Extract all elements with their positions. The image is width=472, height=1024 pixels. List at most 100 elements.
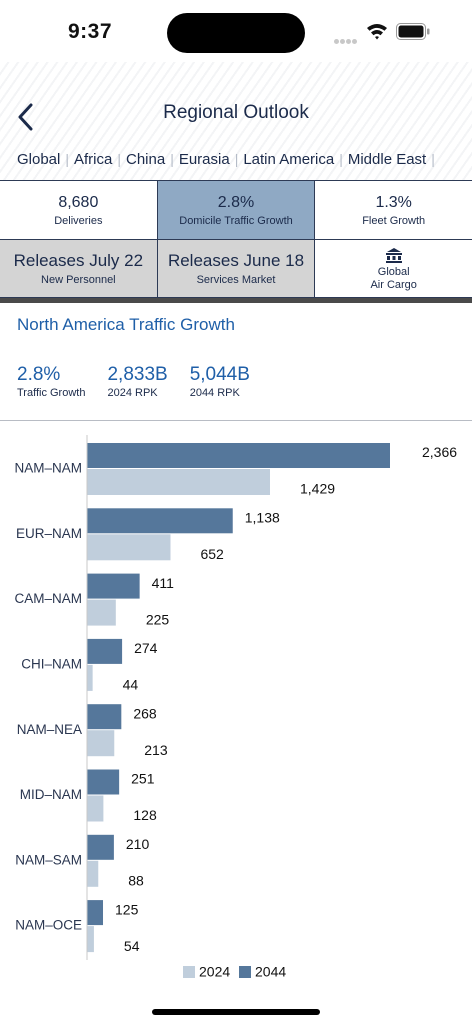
bar-2024	[87, 730, 115, 757]
domicile-traffic-growth-label: Domicile Traffic Growth	[179, 214, 293, 227]
tab-latin-america[interactable]: Latin America	[243, 151, 335, 168]
cargo-icon	[385, 247, 402, 263]
data-label-2024: 1,429	[300, 481, 335, 497]
data-label-2044: 210	[126, 836, 150, 852]
bar-2044	[87, 508, 233, 534]
rpk-2044-label: 2044 RPK	[189, 387, 240, 399]
battery-icon	[396, 23, 430, 40]
metrics-row: Releases July 22 New Personnel Releases …	[0, 239, 472, 298]
bar-2044	[87, 443, 390, 468]
legend-swatch	[239, 966, 251, 978]
category-label: CAM–NAM	[14, 591, 82, 606]
rpk-2024-value: 2,833B	[107, 364, 168, 385]
traffic-bar-chart: 2,366 1,429 NAM–NAM 1,138 652 EUR–NAM 411 225 CA…	[0, 425, 472, 995]
domicile-traffic-growth-value: 2.8%	[217, 193, 255, 211]
tab-separator: |	[339, 151, 343, 167]
bar-2044	[87, 638, 123, 664]
deliveries-cell[interactable]: 8,680 Deliveries	[0, 181, 158, 239]
chart-svg: 2,366 1,429 NAM–NAM 1,138 652 EUR–NAM 411 225 CA…	[14, 435, 457, 980]
deliveries-value: 8,680	[58, 193, 99, 211]
data-label-2024: 652	[200, 546, 224, 562]
tab-separator: |	[234, 151, 239, 167]
back-button[interactable]	[12, 100, 38, 134]
services-market-cell[interactable]: Releases June 18 Services Market	[157, 240, 316, 297]
home-indicator	[152, 1009, 320, 1015]
category-label: CHI–NAM	[21, 656, 82, 671]
header: Regional Outlook Global | Africa | China | Eur…	[0, 62, 472, 180]
category-label: NAM–SAM	[15, 852, 82, 867]
deliveries-label: Deliveries	[54, 214, 103, 227]
data-label-2024: 54	[124, 938, 140, 954]
global-air-cargo-line1: Global	[377, 265, 410, 278]
fleet-growth-label: Fleet Growth	[362, 214, 426, 227]
category-label: NAM–NEA	[17, 722, 82, 737]
bar-2024	[87, 469, 271, 495]
signal-icon	[334, 31, 358, 49]
new-personnel-value: Releases July 22	[13, 251, 144, 270]
bar-2044	[87, 900, 104, 926]
bar-2044	[87, 834, 114, 860]
status-time: 9:37	[68, 20, 113, 43]
traffic-stats: 2.8% Traffic Growth 2,833B 2024 RPK 5,04…	[17, 364, 272, 399]
data-label-2024: 213	[144, 742, 168, 758]
data-label-2044: 125	[115, 901, 139, 917]
traffic-growth-value: 2.8%	[17, 364, 61, 385]
global-air-cargo-line2: Air Cargo	[370, 278, 417, 291]
bar-2044	[87, 704, 122, 730]
data-label-2044: 274	[134, 640, 158, 656]
data-label-2024: 128	[133, 807, 157, 823]
tab-separator: |	[117, 151, 121, 167]
legend-label: 2024	[199, 964, 230, 980]
tab-china[interactable]: China	[125, 151, 166, 168]
section-divider	[0, 298, 472, 303]
bar-2024	[87, 664, 93, 691]
category-label: NAM–OCE	[15, 918, 82, 933]
tab-separator: |	[65, 151, 69, 167]
bar-2044	[87, 769, 120, 795]
tab-global[interactable]: Global	[17, 151, 61, 168]
data-label-2044: 1,138	[245, 510, 280, 526]
section-title: North America Traffic Growth	[17, 315, 235, 334]
services-market-label: Services Market	[196, 274, 276, 286]
category-label: EUR–NAM	[16, 526, 82, 541]
chart-divider	[0, 420, 472, 421]
data-label-2024: 88	[128, 873, 144, 889]
legend-label: 2044	[255, 964, 286, 980]
status-bar: 9:37	[0, 0, 472, 62]
rpk-2024-stat: 2,833B 2024 RPK	[107, 364, 167, 399]
metrics-grid: 8,680 Deliveries 2.8% Domicile Traffic G…	[0, 180, 472, 298]
traffic-growth-stat: 2.8% Traffic Growth	[17, 364, 85, 399]
rpk-2044-stat: 5,044B 2044 RPK	[190, 364, 250, 399]
category-label: MID–NAM	[20, 787, 82, 802]
fleet-growth-cell[interactable]: 1.3% Fleet Growth	[315, 181, 472, 239]
bar-2044	[87, 573, 140, 599]
rpk-2044-value: 5,044B	[189, 364, 250, 385]
bar-2024	[87, 599, 116, 626]
domicile-traffic-growth-cell[interactable]: 2.8% Domicile Traffic Growth	[157, 181, 316, 239]
tab-eurasia[interactable]: Eurasia	[178, 151, 230, 168]
traffic-growth-label: Traffic Growth	[17, 387, 86, 399]
category-label: NAM–NAM	[14, 461, 82, 476]
rpk-2024-label: 2024 RPK	[107, 387, 158, 399]
bar-2024	[87, 860, 99, 887]
page-title: Regional Outlook	[163, 102, 309, 123]
tab-middle-east[interactable]: Middle East	[347, 151, 427, 168]
new-personnel-label: New Personnel	[41, 274, 116, 286]
metrics-row: 8,680 Deliveries 2.8% Domicile Traffic G…	[0, 180, 472, 239]
data-label-2044: 251	[131, 771, 155, 787]
data-label-2044: 2,366	[422, 444, 457, 460]
dynamic-island	[167, 13, 305, 53]
new-personnel-cell[interactable]: Releases July 22 New Personnel	[0, 240, 158, 297]
bar-2024	[87, 926, 94, 953]
data-label-2044: 268	[133, 705, 157, 721]
global-air-cargo-cell[interactable]: Global Air Cargo	[315, 240, 472, 297]
region-tabs: Global | Africa | China | Eurasia | Latin Americ…	[17, 151, 440, 168]
data-label-2044: 411	[152, 575, 175, 591]
legend-swatch	[183, 966, 195, 978]
chevron-left-icon	[18, 103, 33, 131]
bar-2024	[87, 534, 171, 561]
data-label-2024: 225	[146, 611, 170, 627]
tab-separator: |	[431, 151, 435, 167]
bar-2024	[87, 795, 104, 822]
tab-africa[interactable]: Africa	[74, 151, 113, 168]
